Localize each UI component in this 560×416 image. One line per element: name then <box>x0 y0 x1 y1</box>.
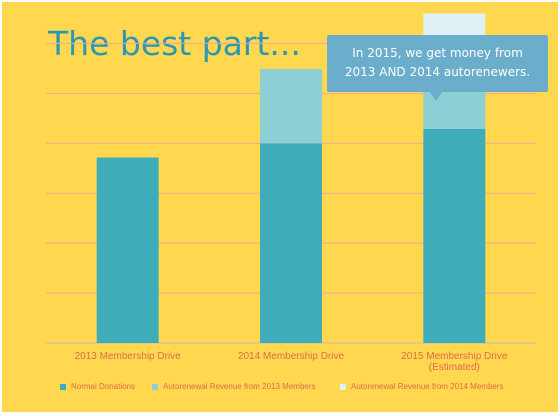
x-tick-label: 2014 Membership Drive <box>238 351 345 362</box>
x-tick-label: 2015 Membership Drive <box>401 351 508 362</box>
legend-label: Normal Donations <box>71 382 136 391</box>
callout-pointer <box>430 92 442 101</box>
legend-item: Normal Donations <box>60 382 135 391</box>
x-tick-label: 2013 Membership Drive <box>75 351 182 362</box>
bar-segment-1-series-1 <box>96 157 159 343</box>
x-tick-label: (Estimated) <box>429 362 480 373</box>
bar-segment-2-series-2 <box>260 69 322 144</box>
legend-item: Autorenewal Revenue from 2013 Members <box>152 382 316 391</box>
slide: The best part... 2013 Membership Drive 20… <box>2 2 558 412</box>
legend-label: Autorenewal Revenue from 2013 Members <box>163 382 316 391</box>
bar-segment-3-series-1 <box>423 129 486 343</box>
legend-swatch <box>152 383 158 390</box>
callout-line-1: In 2015, we get money from <box>352 46 523 60</box>
callout-line-2: 2013 AND 2014 autorenewers. <box>344 65 531 79</box>
legend-swatch <box>340 383 346 390</box>
bar-segment-2-series-1 <box>260 143 322 343</box>
callout-box: In 2015, we get money from 2013 AND 2014… <box>327 35 548 92</box>
chart-legend: Normal Donations Autorenewal Revenue from… <box>60 382 540 396</box>
legend-label: Autorenewal Revenue from 2014 Members <box>351 382 504 391</box>
legend-item: Autorenewal Revenue from 2014 Members <box>340 382 504 391</box>
legend-swatch <box>60 383 66 390</box>
